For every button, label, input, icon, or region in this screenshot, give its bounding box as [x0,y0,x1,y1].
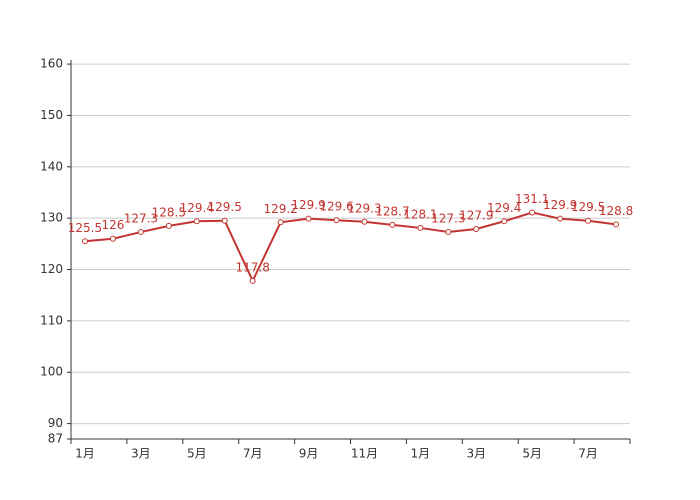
y-tick-label: 130 [40,211,63,225]
point [193,218,200,225]
point [221,217,228,224]
value-label: 129.2 [263,202,297,216]
x-tick-label: 3月 [131,447,151,461]
y-tick-label: 100 [40,365,63,379]
value-label: 129.5 [571,200,605,214]
x-tick-label: 5月 [522,447,542,461]
point [109,235,116,242]
y-tick-label: 90 [48,416,63,430]
x-tick-label: 5月 [187,447,207,461]
value-label: 129.5 [208,200,242,214]
point [613,221,620,228]
point [557,215,564,222]
x-tick-label: 1月 [411,447,431,461]
point [529,209,536,216]
point [473,225,480,232]
value-label: 127.3 [124,212,158,226]
value-label: 128.7 [375,204,409,218]
x-tick-label: 7月 [243,447,263,461]
value-label: 129.4 [487,201,521,215]
point [81,238,88,245]
point [417,224,424,231]
value-label: 128.8 [599,204,633,218]
point [585,217,592,224]
value-label: 117.8 [235,260,269,274]
y-tick-label: 120 [40,262,63,276]
point [333,217,340,224]
point [389,221,396,228]
x-tick-label: 3月 [466,447,486,461]
x-tick-label: 11月 [351,447,378,461]
value-label: 128.1 [403,207,437,221]
point [305,215,312,222]
value-label: 129.6 [319,200,353,214]
y-tick-label: 110 [40,313,63,327]
value-label: 125.5 [68,221,102,235]
value-label: 128.5 [152,205,186,219]
x-tick-label: 1月 [75,447,95,461]
x-tick-label: 9月 [299,447,319,461]
point [361,218,368,225]
value-label: 126 [101,218,124,232]
y-tick-label: 160 [40,57,63,71]
point [137,229,144,236]
value-label: 129.9 [543,198,577,212]
y-tick-label: 150 [40,108,63,122]
value-label: 129.9 [291,198,325,212]
point [277,219,284,226]
value-label: 127.3 [431,212,465,226]
y-tick-label: 87 [48,432,63,446]
value-label: 129.4 [180,201,214,215]
point [501,218,508,225]
value-label: 129.3 [347,201,381,215]
x-tick-label: 7月 [578,447,598,461]
line [84,211,617,284]
point [445,229,452,236]
value-label: 131.1 [515,192,549,206]
point [165,222,172,229]
value-label: 127.9 [459,208,493,222]
point [249,277,256,284]
y-tick-label: 140 [40,159,63,173]
